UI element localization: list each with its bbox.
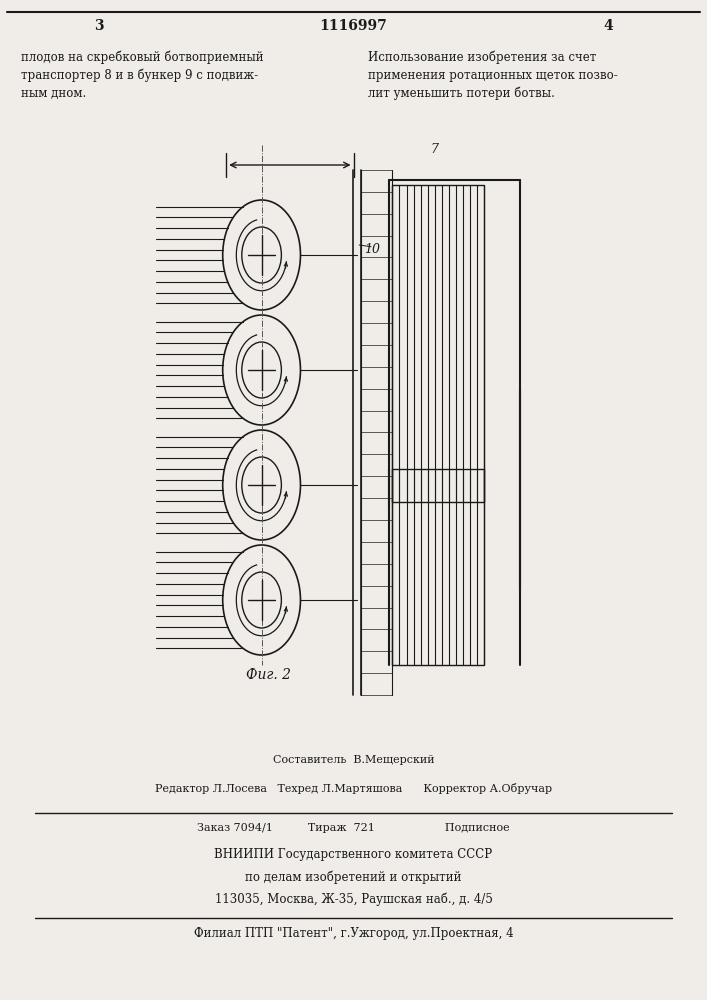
Text: 4: 4 <box>603 19 613 33</box>
Text: 1116997: 1116997 <box>320 19 387 33</box>
Text: Использование изобретения за счет
применения ротационных щеток позво-
лит уменьш: Использование изобретения за счет примен… <box>368 50 617 100</box>
Text: плодов на скребковый ботвоприемный
транспортер 8 и в бункер 9 с подвиж-
ным дном: плодов на скребковый ботвоприемный транс… <box>21 50 264 100</box>
Text: ВНИИПИ Государственного комитета СССР: ВНИИПИ Государственного комитета СССР <box>214 848 493 861</box>
Text: Составитель  В.Мещерский: Составитель В.Мещерский <box>273 755 434 765</box>
Bar <box>392 468 484 665</box>
Text: Филиал ПТП "Патент", г.Ужгород, ул.Проектная, 4: Филиал ПТП "Патент", г.Ужгород, ул.Проек… <box>194 927 513 940</box>
Text: 113035, Москва, Ж-35, Раушская наб., д. 4/5: 113035, Москва, Ж-35, Раушская наб., д. … <box>214 892 493 906</box>
Bar <box>392 185 484 502</box>
Text: 7: 7 <box>431 143 439 156</box>
Text: по делам изобретений и открытий: по делам изобретений и открытий <box>245 870 462 884</box>
Text: Заказ 7094/1          Тираж  721                    Подписное: Заказ 7094/1 Тираж 721 Подписное <box>197 823 510 833</box>
Text: Фиг. 2: Фиг. 2 <box>246 668 291 682</box>
Text: Редактор Л.Лосева   Техред Л.Мартяшова      Корректор А.Обручар: Редактор Л.Лосева Техред Л.Мартяшова Кор… <box>155 783 552 794</box>
Text: 10: 10 <box>364 243 380 256</box>
Text: 3: 3 <box>94 19 104 33</box>
